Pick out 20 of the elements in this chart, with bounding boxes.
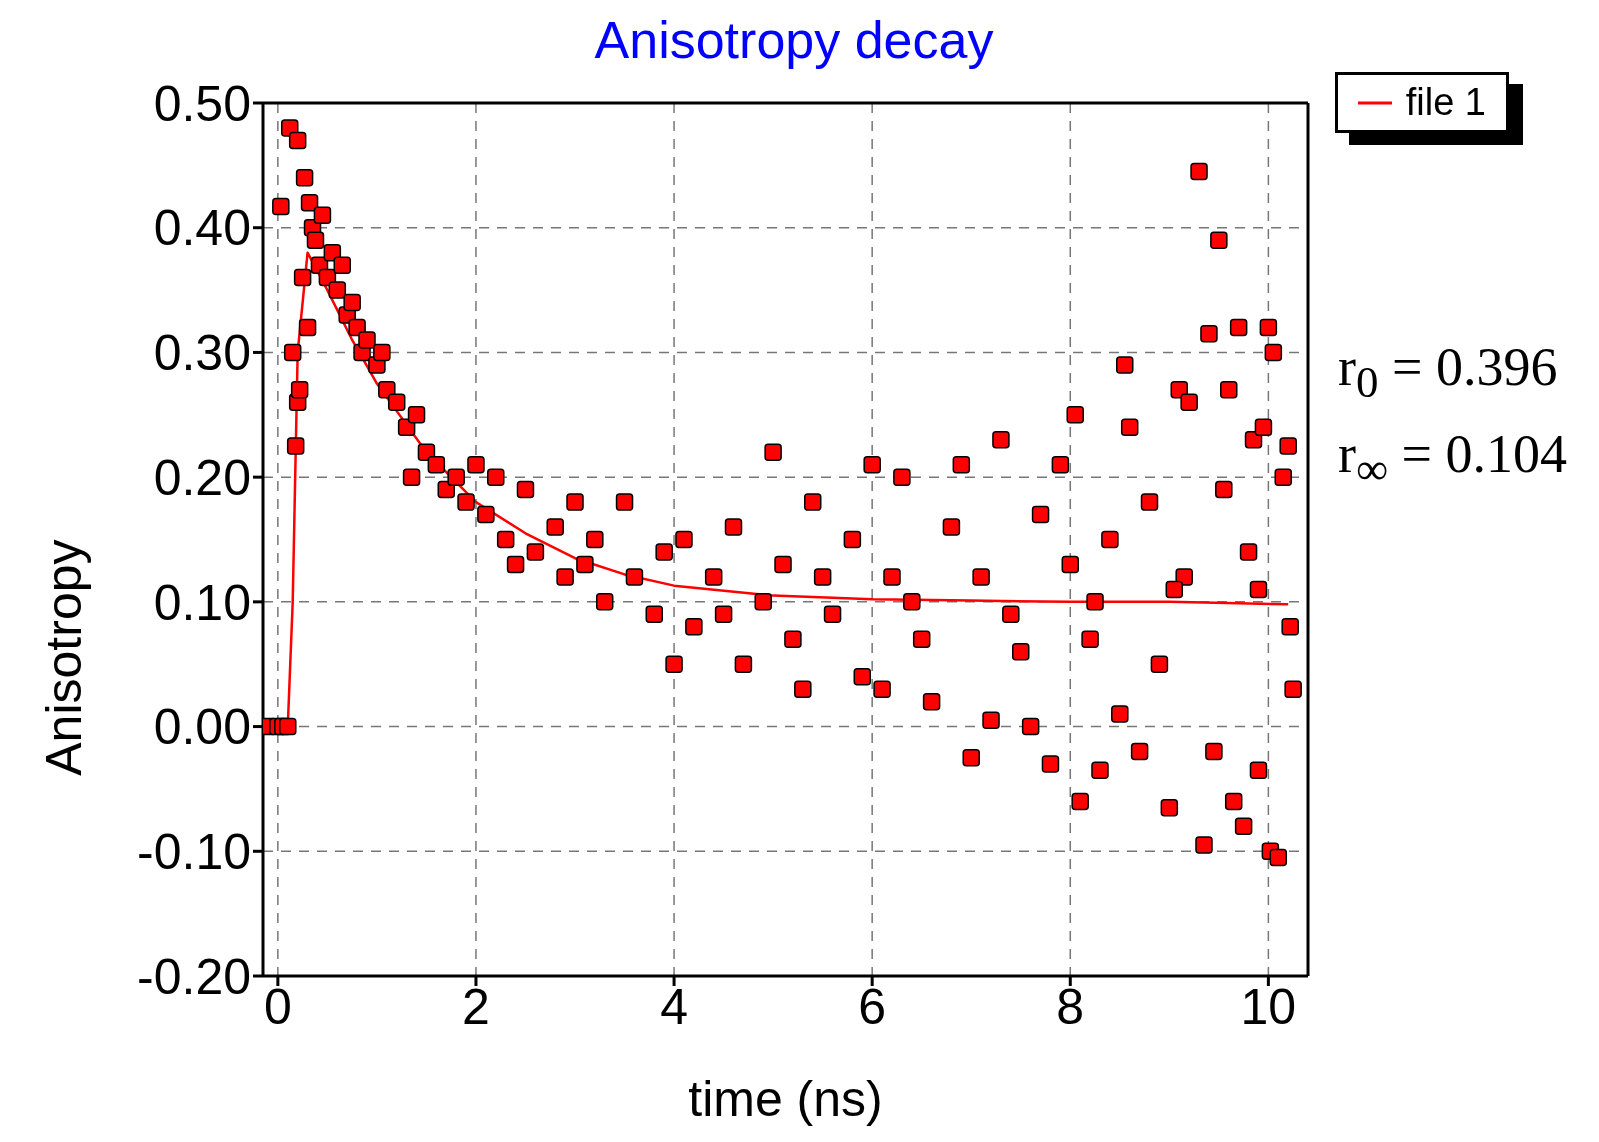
y-tick-label: 0.00 <box>153 699 251 756</box>
y-axis-title: Anisotropy <box>35 539 92 776</box>
text: r$_{∞}$ = 0.104 <box>1338 423 1568 496</box>
y-tick-label: -0.10 <box>137 824 251 881</box>
chart-title: Anisotropy decay <box>593 11 995 70</box>
x-axis-title: time (ns) <box>688 1071 883 1127</box>
y-tick-label: 0.40 <box>153 200 251 257</box>
y-tick-label: -0.20 <box>137 948 251 1005</box>
y-tick-label: 0.50 <box>153 75 251 132</box>
legend-label: file 1 <box>1405 81 1486 124</box>
text: r$_{0}$ = 0.396 <box>1338 336 1559 409</box>
x-tick-label: 4 <box>660 978 688 1035</box>
x-tick-label: 2 <box>462 978 490 1035</box>
x-tick-label: 8 <box>1056 978 1085 1035</box>
x-tick-label: 6 <box>858 978 887 1035</box>
x-tick-label: 10 <box>1240 978 1297 1035</box>
y-tick-label: 0.30 <box>153 325 251 382</box>
y-tick-label: 0.10 <box>153 574 251 631</box>
y-tick-label: 0.20 <box>153 449 251 506</box>
x-tick-label: 0 <box>263 978 292 1035</box>
